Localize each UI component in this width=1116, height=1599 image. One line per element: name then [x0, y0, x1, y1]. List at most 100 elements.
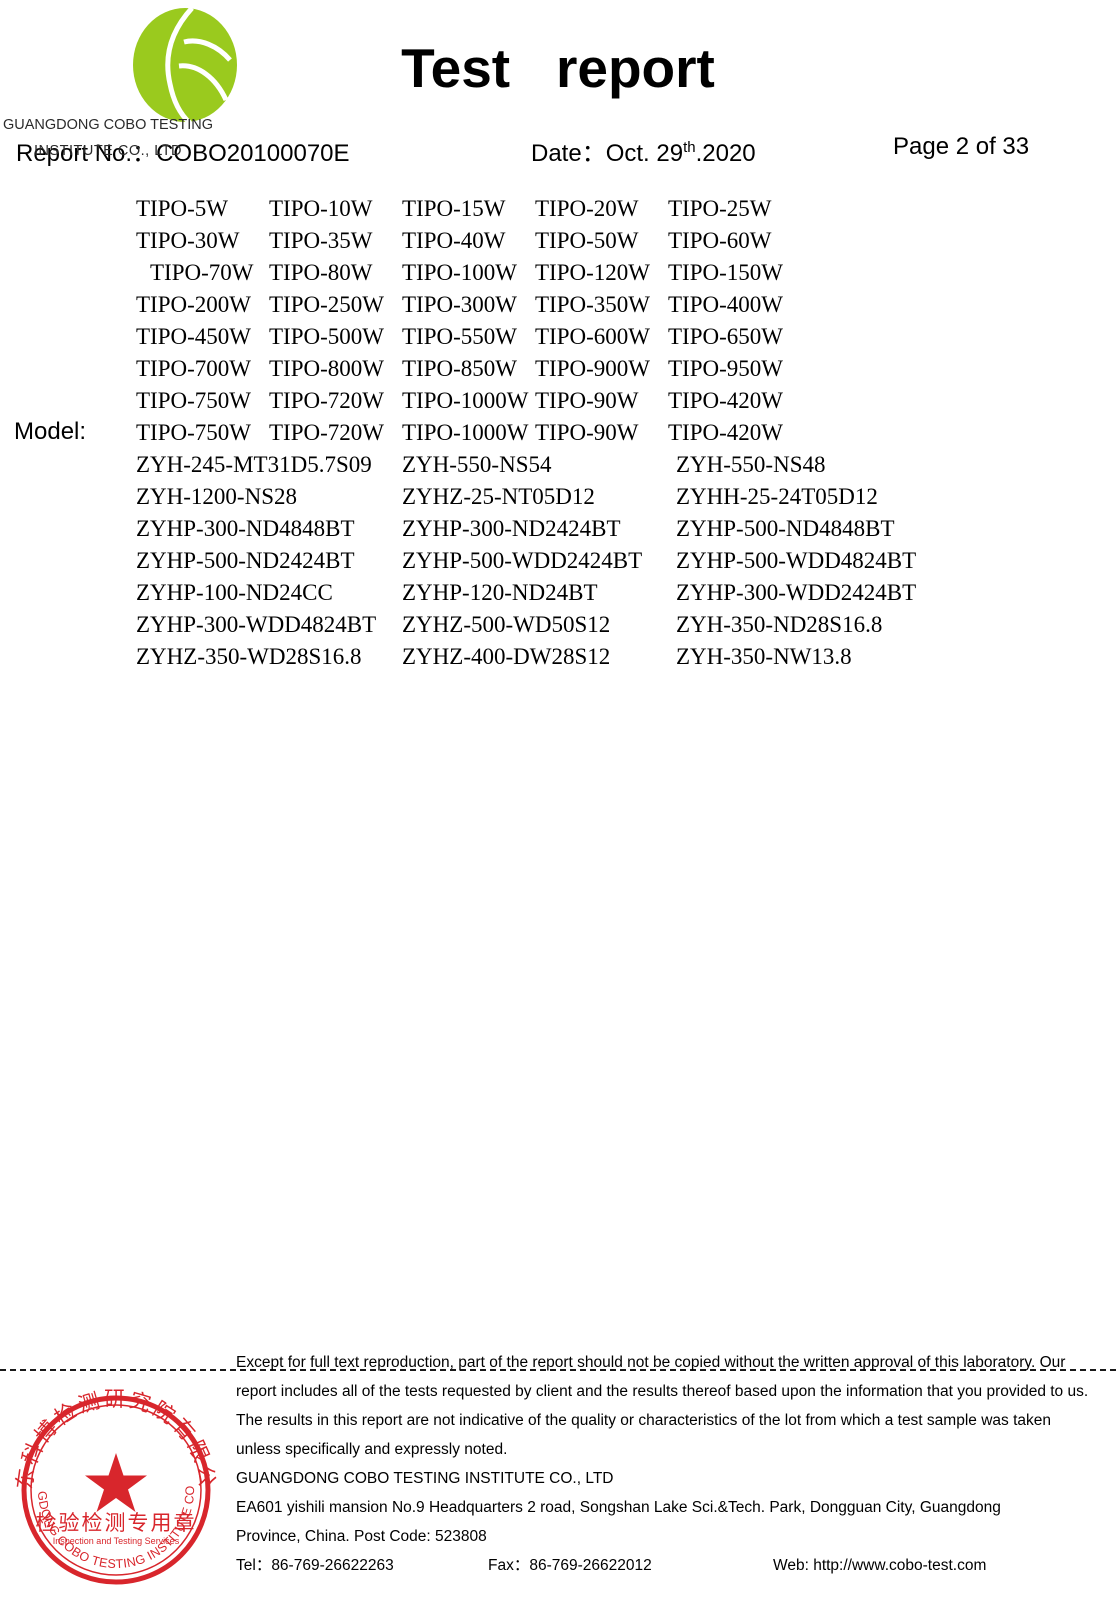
model-item: TIPO-35W: [269, 228, 373, 253]
model-item: TIPO-500W: [269, 324, 384, 349]
model-item: ZYHP-300-WDD2424BT: [676, 580, 917, 605]
model-item: TIPO-90W: [535, 420, 639, 445]
model-item: ZYHP-500-WDD4824BT: [676, 548, 917, 573]
svg-text:Inspection and Testing Service: Inspection and Testing Services: [53, 1536, 180, 1546]
report-number-label: Report No.：: [16, 140, 157, 167]
model-label: Model:: [14, 418, 87, 445]
model-list: TIPO-5W TIPO-10W TIPO-15W TIPO-20W TIPO-25W …: [136, 193, 1036, 673]
model-item: TIPO-400W: [668, 292, 783, 317]
model-item: TIPO-20W: [535, 196, 639, 221]
model-item: TIPO-10W: [269, 196, 373, 221]
model-item: TIPO-700W: [136, 356, 251, 381]
model-item: ZYHP-120-ND24BT: [402, 580, 598, 605]
model-item: ZYHP-500-WDD2424BT: [402, 548, 643, 573]
model-item: TIPO-900W: [535, 356, 650, 381]
report-date-ordinal: th: [683, 139, 696, 156]
disclaimer-line: Except for full text reproduction, part …: [236, 1354, 1066, 1371]
disclaimer-line: report includes all of the tests request…: [236, 1383, 1089, 1400]
footer-fax: Fax：86-769-26622012: [488, 1557, 652, 1574]
model-item: TIPO-420W: [668, 420, 783, 445]
disclaimer-line: The results in this report are not indic…: [236, 1412, 1051, 1429]
model-item: ZYH-550-NS48: [676, 452, 826, 477]
model-item: TIPO-1000W: [402, 420, 529, 445]
model-row: TIPO-5W TIPO-10W TIPO-15W TIPO-20W TIPO-25W: [136, 193, 1036, 225]
model-item: ZYHP-300-ND4848BT: [136, 516, 355, 541]
model-item: TIPO-250W: [269, 292, 384, 317]
model-row: ZYH-1200-NS28 ZYHZ-25-NT05D12 ZYHH-25-24T0…: [136, 481, 1036, 513]
report-number: Report No.：COBO20100070E: [16, 133, 350, 168]
report-date-value: Oct. 29: [605, 140, 684, 167]
model-item: ZYH-245-MT31D5.7S09: [136, 452, 372, 477]
model-row: ZYHP-500-ND2424BT ZYHP-500-WDD2424BT ZYHP-…: [136, 545, 1036, 577]
model-item: ZYHP-500-ND2424BT: [136, 548, 355, 573]
model-item: ZYH-350-ND28S16.8: [676, 612, 883, 637]
model-row: ZYHP-300-WDD4824BT ZYHZ-500-WD50S12 ZYH-35…: [136, 609, 1036, 641]
disclaimer-line: unless specifically and expressly noted.: [236, 1441, 508, 1458]
model-item: TIPO-70W: [150, 260, 254, 285]
model-item: TIPO-750W: [136, 388, 251, 413]
model-item: ZYHP-300-ND2424BT: [402, 516, 621, 541]
model-item: TIPO-1000W: [402, 388, 529, 413]
company-seal: 广东科博检测研究院有限公司 GUANGDONG COBO TESTING INS…: [10, 1378, 222, 1590]
footer-company-name: GUANGDONG COBO TESTING INSTITUTE CO., LT…: [236, 1470, 614, 1487]
model-item: TIPO-450W: [136, 324, 251, 349]
footer-contact-row: Tel：86-769-26622263 Fax：86-769-26622012 We…: [236, 1551, 1092, 1580]
model-item: ZYHP-500-ND4848BT: [676, 516, 895, 541]
model-item: ZYHZ-25-NT05D12: [402, 484, 595, 509]
model-item: TIPO-200W: [136, 292, 251, 317]
model-item: TIPO-5W: [136, 196, 228, 221]
model-item: ZYHP-100-ND24CC: [136, 580, 333, 605]
report-date-year: .2020: [695, 140, 756, 167]
model-item: ZYH-350-NW13.8: [676, 644, 852, 669]
model-row: TIPO-200W TIPO-250W TIPO-300W TIPO-350W TIPO…: [136, 289, 1036, 321]
model-item: TIPO-90W: [535, 388, 639, 413]
report-number-value: COBO20100070E: [156, 140, 350, 167]
model-item: TIPO-120W: [535, 260, 650, 285]
page-header: Test report: [0, 0, 1116, 130]
model-item: TIPO-720W: [269, 420, 384, 445]
model-item: TIPO-150W: [668, 260, 783, 285]
model-item: TIPO-650W: [668, 324, 783, 349]
footer-web[interactable]: Web: http://www.cobo-test.com: [773, 1557, 987, 1574]
seal-overlay-line-2: INSTITUTE CO., LTD: [33, 143, 183, 159]
model-item: ZYH-1200-NS28: [136, 484, 297, 509]
model-item: TIPO-100W: [402, 260, 517, 285]
model-item: TIPO-300W: [402, 292, 517, 317]
model-item: TIPO-50W: [535, 228, 639, 253]
model-row: TIPO-750W TIPO-720W TIPO-1000W TIPO-90W TIPO…: [136, 385, 1036, 417]
model-row: ZYHZ-350-WD28S16.8 ZYHZ-400-DW28S12 ZYH-35…: [136, 641, 1036, 673]
model-item: TIPO-550W: [402, 324, 517, 349]
model-item: TIPO-350W: [535, 292, 650, 317]
footer-address-line: EA601 yishili mansion No.9 Headquarters …: [236, 1499, 1001, 1516]
report-date: Date：Oct. 29th.2020: [531, 133, 756, 168]
footer-divider: [0, 1369, 1116, 1371]
model-item: ZYHZ-500-WD50S12: [402, 612, 611, 637]
model-item: TIPO-950W: [668, 356, 783, 381]
model-row: TIPO-70W TIPO-80W TIPO-100W TIPO-120W TIPO-1…: [136, 257, 1036, 289]
model-row: TIPO-30W TIPO-35W TIPO-40W TIPO-50W TIPO-60W: [136, 225, 1036, 257]
report-meta-row: Report No.：COBO20100070E Date：Oct. 29th.…: [0, 133, 1116, 169]
model-item: ZYH-550-NS54: [402, 452, 552, 477]
model-item: TIPO-40W: [402, 228, 506, 253]
model-item: TIPO-800W: [269, 356, 384, 381]
model-item: ZYHH-25-24T05D12: [676, 484, 878, 509]
model-row: TIPO-450W TIPO-500W TIPO-550W TIPO-600W TIPO…: [136, 321, 1036, 353]
cobo-leaf-logo: [126, 6, 244, 125]
model-item: ZYHZ-400-DW28S12: [402, 644, 611, 669]
footer-block: Except for full text reproduction, part …: [236, 1348, 1092, 1580]
report-date-label: Date：: [531, 140, 606, 167]
footer-address-line: Province, China. Post Code: 523808: [236, 1528, 487, 1545]
model-item: TIPO-600W: [535, 324, 650, 349]
seal-overlay-text: GUANGDONG COBO TESTING INSTITUTE CO., LT…: [2, 112, 214, 164]
model-item: TIPO-80W: [269, 260, 373, 285]
model-row: ZYHP-100-ND24CC ZYHP-120-ND24BT ZYHP-300-W…: [136, 577, 1036, 609]
model-row: ZYHP-300-ND4848BT ZYHP-300-ND2424BT ZYHP-5…: [136, 513, 1036, 545]
model-item: TIPO-60W: [668, 228, 772, 253]
model-item: TIPO-750W: [136, 420, 251, 445]
model-item: TIPO-25W: [668, 196, 772, 221]
svg-text:检验检测专用章: 检验检测专用章: [36, 1511, 197, 1535]
model-row: ZYH-245-MT31D5.7S09 ZYH-550-NS54 ZYH-550-N…: [136, 449, 1036, 481]
model-item: TIPO-720W: [269, 388, 384, 413]
seal-overlay-line-1: GUANGDONG COBO TESTING: [2, 117, 213, 133]
model-item: TIPO-30W: [136, 228, 240, 253]
